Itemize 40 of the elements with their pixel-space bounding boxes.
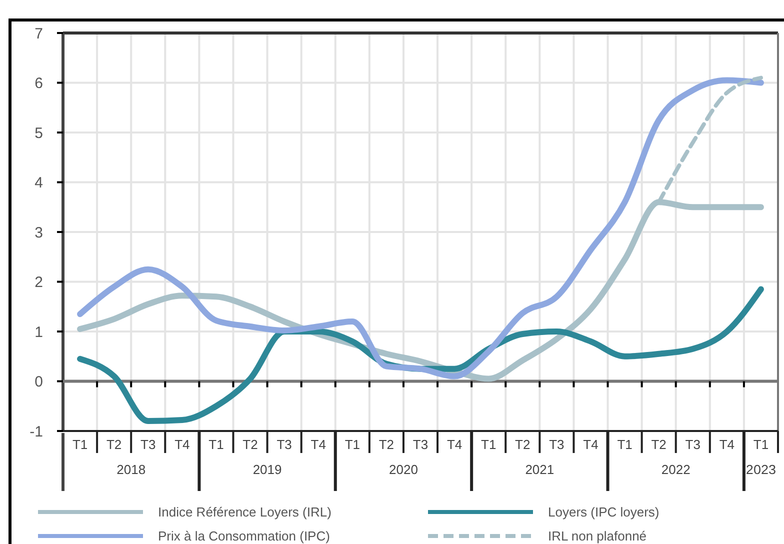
y-tick-label: 5: [34, 124, 43, 142]
legend-label: IRL non plafonné: [548, 528, 647, 544]
y-tick-label: 1: [34, 324, 43, 341]
x-tick-label: T2: [651, 437, 666, 452]
x-tick-label: T1: [208, 437, 224, 452]
legend-label: Loyers (IPC loyers): [548, 504, 660, 520]
text: 2018: [116, 462, 146, 477]
text: 2019: [252, 462, 282, 477]
y-tick-label: 7: [34, 25, 43, 42]
x-tick-label: T4: [583, 437, 598, 452]
y-tick-label: 0: [34, 374, 43, 390]
text: 2022: [661, 462, 690, 477]
x-tick-label: T1: [481, 437, 496, 452]
y-tick-label: 4: [34, 174, 43, 192]
x-tick-label: T3: [276, 437, 292, 452]
x-tick-label: T4: [310, 437, 326, 452]
y-tick-label: 2: [34, 274, 43, 291]
x-tick-label: T4: [719, 437, 735, 452]
x-tick-label: T3: [140, 437, 156, 452]
x-tick-label: T3: [412, 437, 428, 452]
legend-label: Indice Référence Loyers (IRL): [158, 504, 332, 520]
text: 2020: [389, 462, 418, 477]
x-tick-label: T3: [549, 437, 564, 452]
x-tick-label: T1: [72, 437, 88, 452]
x-tick-label: T1: [344, 437, 360, 452]
x-tick-label: T3: [685, 437, 700, 452]
y-tick-label: -1: [30, 423, 43, 440]
x-tick-label: T2: [106, 437, 122, 452]
legend-label: Prix à la Consommation (IPC): [158, 528, 330, 544]
x-tick-label: T2: [378, 437, 394, 452]
text: 2021: [525, 462, 554, 477]
text: 2023: [746, 462, 776, 477]
x-tick-label: T4: [446, 437, 462, 452]
x-tick-label: T2: [242, 437, 258, 452]
x-tick-label: T1: [753, 437, 769, 452]
y-tick-label: 3: [34, 224, 43, 242]
x-tick-label: T4: [174, 437, 190, 452]
y-tick-label: 6: [34, 75, 43, 92]
x-tick-label: T2: [515, 437, 530, 452]
x-tick-label: T1: [617, 437, 632, 452]
